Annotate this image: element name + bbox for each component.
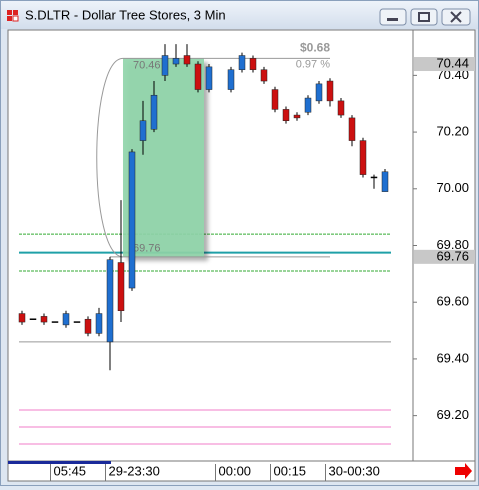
candle-body [249,58,257,70]
candle-body [139,120,147,141]
candle-body [359,140,367,175]
candle-body [381,171,389,192]
candle-body [128,151,136,289]
candle-body [117,262,125,311]
candle-body [161,55,169,76]
candle-body [150,94,158,130]
y-tick-label: 69.60 [436,294,469,309]
price-highlight-label: 69.76 [436,248,469,263]
candle-body [40,316,48,323]
candle-body [260,69,268,82]
candle-body [183,55,191,65]
candle-body [337,100,345,116]
candle-body [227,69,235,90]
candle-body [95,313,103,334]
candle-body [238,55,246,70]
minimize-button[interactable] [379,8,407,26]
measure-bracket [96,57,124,258]
window-title: S.DLTR - Dollar Tree Stores, 3 Min [25,7,226,22]
candle-body [293,114,301,119]
candle-body [194,63,202,90]
price-highlight [414,57,475,72]
measure-low-label: 69.76 [133,243,161,255]
candle-body [51,321,59,323]
y-tick-label: 70.00 [436,180,469,195]
candle-body [29,318,37,320]
price-axis [412,29,476,462]
measure-percent: 0.97 % [296,58,330,70]
candle-body [348,117,356,141]
y-tick-label: 70.20 [436,124,469,139]
y-tick-label: 69.40 [436,350,469,365]
candle-body [304,97,312,113]
candle-body [271,89,279,110]
measure-box [123,58,204,257]
candle-body [73,321,81,323]
candle-body [62,313,70,326]
x-tick-label: 00:15 [274,463,307,478]
candle-body [315,83,323,102]
candle-body [282,109,290,121]
x-tick-label: 30-00:30 [329,463,380,478]
candle-body [370,176,378,179]
candle-body [205,66,213,90]
candle-body [326,80,334,102]
y-tick-label: 69.20 [436,407,469,422]
time-axis [7,460,476,482]
candle-body [106,259,114,343]
price-highlight-label: 70.44 [436,55,469,70]
candle-body [172,58,180,65]
measure-change: $0.68 [300,41,330,55]
x-tick-label: 05:45 [54,463,87,478]
price-highlight [414,249,475,264]
app-icon [7,10,19,22]
measure-high-label: 70.46 [133,59,161,71]
scroll-arrow[interactable] [455,463,472,479]
y-tick-label: 69.80 [436,237,469,252]
candle-body [84,318,92,334]
candle-body [18,313,26,323]
x-tick-label: 29-23:30 [109,463,160,478]
plot-area [7,29,414,462]
x-tick-label: 00:00 [219,463,252,478]
close-button[interactable] [441,8,471,26]
scroll-indicator [8,461,111,464]
maximize-button[interactable] [410,8,438,26]
